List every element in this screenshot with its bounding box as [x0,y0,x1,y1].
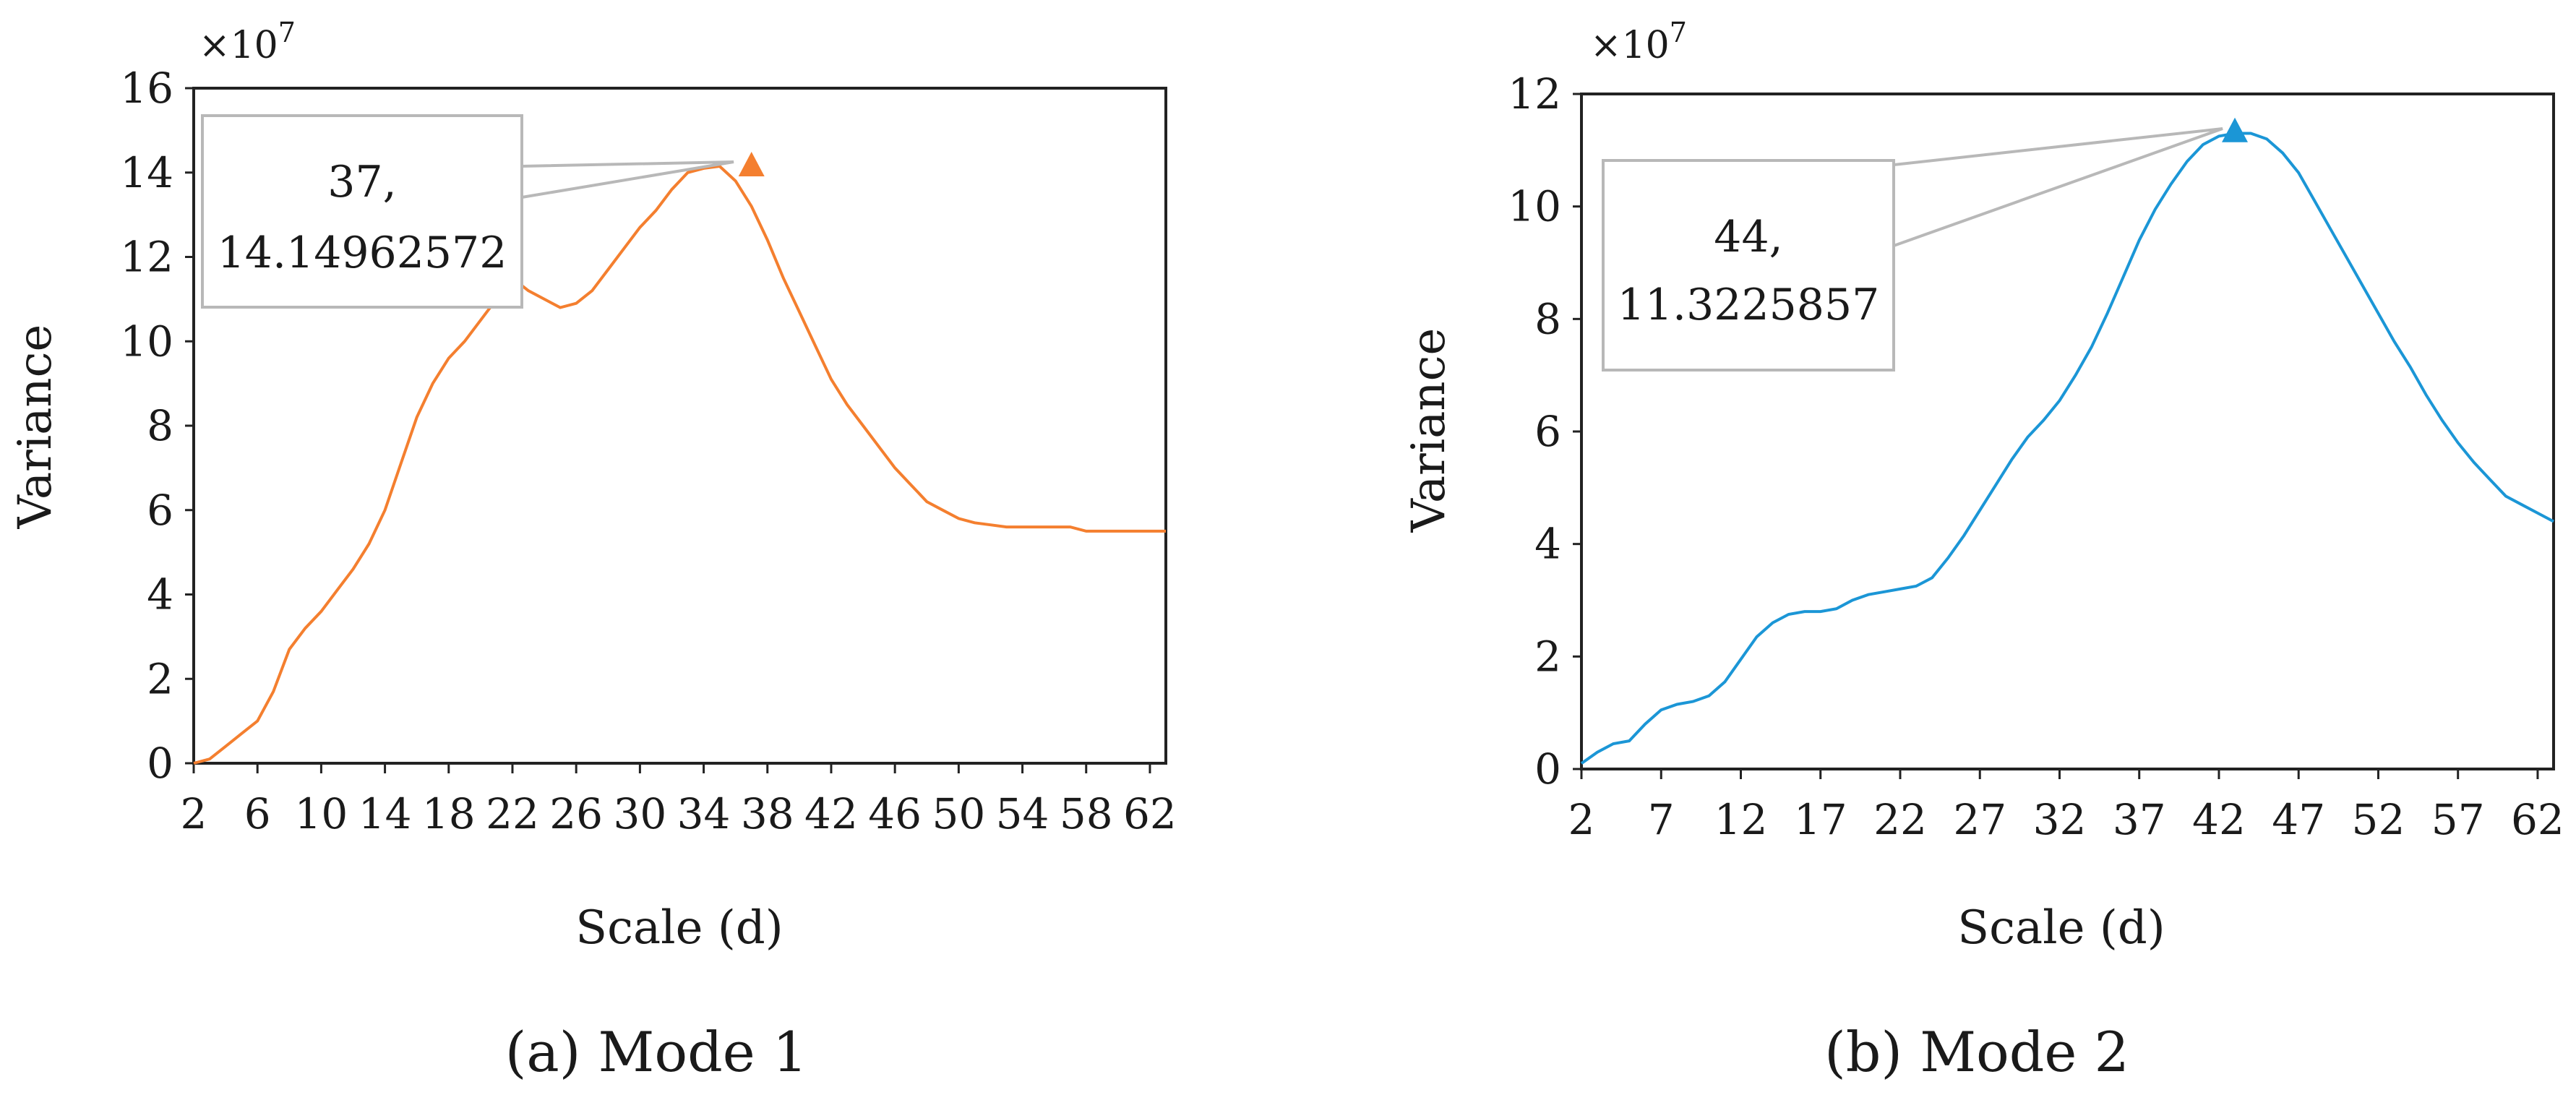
x-tick-label: 27 [1953,795,2006,844]
caption-mode-1: (a) Mode 1 [505,1020,807,1084]
x-tick-label: 14 [359,789,412,838]
x-tick-label: 26 [549,789,603,838]
x-tick-label: 47 [2272,795,2325,844]
x-tick-label: 22 [1873,795,1927,844]
y-tick-labels: 0 2 4 6 8 10 12 14 16 [120,64,194,788]
x-tick-label: 52 [2352,795,2405,844]
x-tick-label: 12 [1714,795,1768,844]
x-tick-label: 6 [244,789,271,838]
peak-marker [2222,117,2249,142]
x-tick-label: 17 [1794,795,1847,844]
x-tick-labels: 2 7 12 17 22 27 32 37 42 47 52 57 62 [1568,769,2564,844]
y-axis-label: Variance [9,325,62,530]
y-tick-label: 12 [1508,69,1561,119]
x-tick-label: 2 [181,789,207,838]
callout-line-1: 37, [327,157,396,207]
y-tick-labels: 0 2 4 6 8 10 12 [1508,69,1581,794]
x-tick-label: 18 [422,789,476,838]
plot-area [192,87,1167,765]
x-tick-label: 57 [2431,795,2485,844]
x-tick-label: 62 [2511,795,2564,844]
y-tick-label: 0 [147,739,173,788]
x-tick-label: 38 [741,789,794,838]
y-tick-label: 14 [120,148,173,197]
y-axis-label: Variance [1402,328,1456,533]
y-tick-label: 12 [120,233,173,282]
y-tick-label: 8 [147,401,173,450]
x-tick-label: 32 [2033,795,2087,844]
y-tick-label: 10 [1508,182,1561,231]
callout-line-2: 14.14962572 [218,228,507,278]
y-tick-label: 8 [1534,294,1561,343]
series-line-mode-1 [193,164,1166,765]
y-tick-label: 6 [147,486,173,535]
x-tick-labels: 2 6 10 14 18 22 26 30 34 38 42 46 50 54 58 62 [181,763,1177,838]
y-tick-label: 4 [147,570,173,619]
series-line-mode-2 [1580,132,2554,765]
callout-leader [520,152,734,212]
callout-line-1: 44, [1714,212,1782,262]
callout-box [201,114,523,309]
y-tick-label: 16 [120,64,173,113]
callout-line-2: 11.3225857 [1618,280,1880,330]
x-axis-label: Scale (d) [1957,901,2165,955]
peak-marker [738,152,765,177]
x-tick-label: 7 [1648,795,1675,844]
x-tick-label: 54 [996,789,1049,838]
x-tick-label: 58 [1060,789,1113,838]
y-multiplier: ×107 [1590,17,1687,67]
x-axis-label: Scale (d) [575,901,783,955]
y-tick-label: 2 [1534,632,1561,681]
y-multiplier: ×107 [199,17,296,67]
y-tick-label: 6 [1534,407,1561,456]
caption-mode-2: (b) Mode 2 [1824,1020,2129,1084]
y-tick-label: 2 [147,654,173,703]
y-tick-label: 0 [1534,744,1561,794]
x-tick-label: 30 [613,789,666,838]
callout-leader [1892,127,2223,370]
x-tick-label: 37 [2113,795,2166,844]
x-tick-label: 34 [677,789,731,838]
x-tick-label: 22 [486,789,539,838]
x-tick-label: 62 [1123,789,1177,838]
x-tick-label: 42 [2192,795,2246,844]
y-tick-label: 4 [1534,520,1561,569]
x-tick-label: 46 [868,789,922,838]
x-tick-label: 10 [294,789,348,838]
x-tick-label: 50 [932,789,985,838]
y-tick-label: 10 [120,317,173,366]
x-tick-label: 42 [804,789,858,838]
callout-box [1602,159,1895,372]
x-tick-label: 2 [1568,795,1595,844]
plot-area [1580,93,2555,770]
